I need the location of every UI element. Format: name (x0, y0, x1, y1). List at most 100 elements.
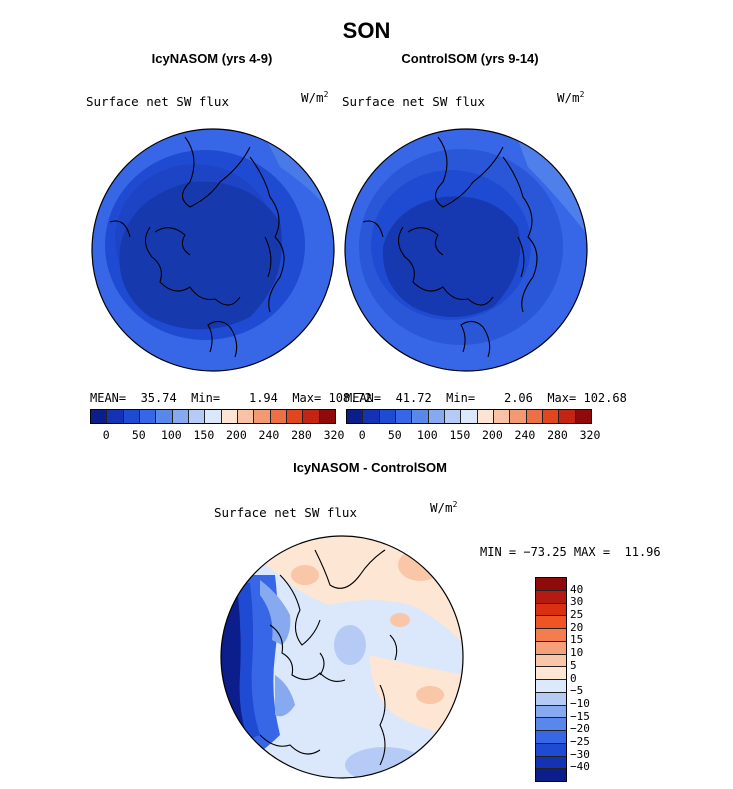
colorbar-tick-label: 0 (102, 428, 110, 442)
colorbar-swatch (347, 410, 364, 423)
min-max-text: MIN = −73.25 MAX = 11.96 (480, 545, 661, 559)
colorbar-swatch (536, 590, 566, 604)
mean-value: 41.72 (395, 391, 432, 405)
mean-value: 35.74 (140, 391, 177, 405)
max-value: 108.72 (328, 391, 372, 405)
colorbar-tick-label: 0 (570, 671, 577, 685)
colorbar-swatch (139, 410, 157, 423)
colorbar-tick-label: −10 (570, 696, 590, 710)
colorbar-swatch (493, 410, 511, 423)
colorbar-swatch (188, 410, 206, 423)
colorbar-tick-label: 240 (514, 428, 536, 442)
colorbar-tick-label: 50 (131, 428, 146, 442)
colorbar-swatch (536, 731, 566, 744)
colorbar-swatch (156, 410, 173, 423)
colorbar-swatch (536, 616, 566, 629)
min-value: 2.06 (503, 391, 533, 405)
colorbar-swatch (536, 578, 566, 591)
colorbar-swatch (510, 410, 527, 423)
colorbar-tick-label: 100 (160, 428, 182, 442)
colorbar-swatch (395, 410, 413, 423)
colorbar-swatch (107, 410, 124, 423)
min-label: Min= (191, 391, 221, 405)
colorbar-tick-label: 30 (570, 595, 584, 609)
colorbar-swatch (536, 743, 566, 757)
colorbar-swatch (412, 410, 429, 423)
colorbar-swatch (526, 410, 543, 423)
units-label-controlsom: W/m2 (557, 90, 585, 106)
colorbar-swatch (237, 410, 255, 423)
max-label: Max= (547, 391, 577, 405)
colorbar-swatch (428, 410, 445, 423)
panel-title-icynasom: IcyNASOM (yrs 4-9) (151, 51, 273, 66)
colorbar-tick-label: 25 (570, 608, 584, 622)
colorbar-tick-label: 15 (570, 633, 584, 647)
colorbar-difference (535, 577, 567, 782)
colorbar-tick-label: 320 (323, 428, 345, 442)
colorbar-swatch (536, 705, 566, 719)
variable-label-controlsom: Surface net SW flux (342, 94, 485, 109)
variable-label-difference: Surface net SW flux (214, 505, 357, 520)
colorbar-swatch (536, 654, 566, 668)
variable-label-icynasom: Surface net SW flux (86, 94, 229, 109)
colorbar-ticks-controlsom: 0 50 100 150 200 240 280 320 (346, 428, 601, 442)
colorbar-swatch (536, 692, 566, 706)
colorbar-swatch (172, 410, 189, 423)
colorbar-swatch (536, 629, 566, 642)
colorbar-tick-label: 320 (579, 428, 601, 442)
colorbar-swatch (221, 410, 238, 423)
polar-map-difference (220, 535, 464, 779)
colorbar-swatch (536, 756, 566, 770)
colorbar-tick-label: 100 (416, 428, 438, 442)
colorbar-swatch (536, 769, 566, 781)
max-value: 102.68 (583, 391, 627, 405)
colorbar-tick-label: 200 (482, 428, 503, 442)
colorbar-tick-label: −20 (570, 722, 590, 736)
colorbar-swatch (91, 410, 108, 423)
colorbar-tick-label: 280 (291, 428, 312, 442)
colorbar-tick-label: 200 (226, 428, 247, 442)
colorbar-swatch (536, 718, 566, 731)
colorbar-swatch (536, 680, 566, 693)
colorbar-swatch (286, 410, 304, 423)
colorbar-tick-label: 40 (570, 582, 584, 596)
colorbar-tick-label: 150 (193, 428, 215, 442)
colorbar-tick-label: −30 (570, 747, 590, 761)
colorbar-swatch (123, 410, 140, 423)
colorbar-tick-label: −25 (570, 734, 590, 748)
mean-label: MEAN= (90, 391, 127, 405)
colorbar-tick-label: 0 (358, 428, 366, 442)
colorbar-tick-label: 150 (449, 428, 471, 442)
panel-title-controlsom: ControlSOM (yrs 9-14) (401, 51, 539, 66)
colorbar-tick-label: 280 (547, 428, 568, 442)
figure-title: SON (342, 18, 391, 43)
colorbar-controlsom (346, 409, 592, 424)
colorbar-tick-label: −40 (570, 760, 590, 774)
colorbar-swatch (270, 410, 287, 423)
units-label-icynasom: W/m2 (301, 90, 329, 106)
units-label-difference: W/m2 (430, 500, 458, 516)
colorbar-tick-label: 10 (570, 646, 584, 660)
colorbar-swatch (254, 410, 271, 423)
colorbar-swatch (477, 410, 494, 423)
colorbar-ticks-icynasom: 0 50 100 150 200 240 280 320 (90, 428, 345, 442)
colorbar-icynasom (90, 409, 336, 424)
colorbar-tick-label: 5 (570, 658, 577, 672)
colorbar-swatch (379, 410, 396, 423)
colorbar-swatch (536, 641, 566, 655)
colorbar-swatch (205, 410, 222, 423)
colorbar-tick-label: 50 (387, 428, 402, 442)
polar-map-controlsom (344, 128, 588, 372)
colorbar-swatch (575, 410, 591, 423)
colorbar-tick-label: 240 (258, 428, 280, 442)
colorbar-swatch (536, 667, 566, 680)
colorbar-tick-label: −15 (570, 709, 590, 723)
colorbar-swatch (536, 603, 566, 617)
stats-line-icynasom: MEAN= 35.74 Min= 1.94 Max= 108.72 (90, 391, 372, 405)
colorbar-swatch (542, 410, 560, 423)
colorbar-swatch (461, 410, 478, 423)
mean-label: MEAN= (345, 391, 382, 405)
stats-line-controlsom: MEAN= 41.72 Min= 2.06 Max= 102.68 (345, 391, 627, 405)
colorbar-swatch (319, 410, 335, 423)
colorbar-tick-label: −5 (570, 684, 584, 698)
